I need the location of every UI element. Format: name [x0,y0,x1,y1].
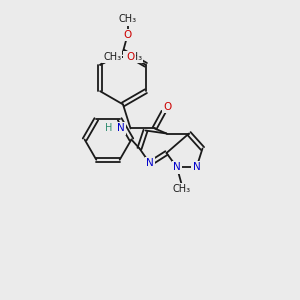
Text: N: N [146,158,154,169]
Text: N: N [173,162,181,172]
Text: CH₃: CH₃ [118,14,136,25]
Text: O: O [112,52,120,62]
Text: H: H [104,123,112,134]
Text: O: O [163,101,171,112]
Text: O: O [123,30,132,40]
Text: O: O [126,52,134,62]
Text: N: N [117,123,125,134]
Text: CH₃: CH₃ [172,184,190,194]
Text: CH₃: CH₃ [124,52,142,62]
Text: CH₃: CH₃ [103,52,121,62]
Text: N: N [193,162,200,172]
